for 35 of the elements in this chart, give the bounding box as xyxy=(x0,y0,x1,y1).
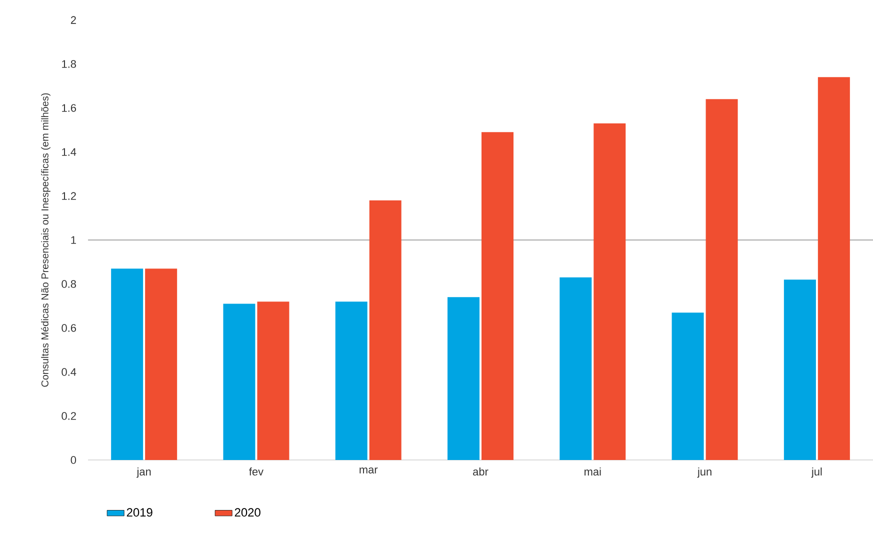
y-tick-label: 2 xyxy=(70,16,76,24)
bar xyxy=(369,200,402,460)
y-tick-label: 0.8 xyxy=(62,280,76,288)
x-tick-label: jun xyxy=(697,468,712,478)
bar xyxy=(818,77,850,460)
bar xyxy=(223,304,256,460)
x-tick-label: mai xyxy=(584,468,601,476)
bar xyxy=(257,302,290,460)
y-tick-label: 1.2 xyxy=(62,192,76,200)
legend-label: 2020 xyxy=(234,508,260,517)
y-tick-label: 0.4 xyxy=(62,368,76,376)
bar xyxy=(335,302,368,460)
x-tick-label: fev xyxy=(249,468,264,476)
bar xyxy=(111,268,144,460)
bar xyxy=(448,297,480,460)
y-axis-title: Consultas Médicas Não Presenciais ou Inespecíficas (em milhões) xyxy=(41,93,50,387)
y-tick-label: 1 xyxy=(71,236,76,244)
x-tick-label: jan xyxy=(136,468,151,478)
bar xyxy=(482,132,514,460)
x-tick-label: mar xyxy=(360,468,378,474)
y-tick-label: 1.6 xyxy=(62,104,76,112)
y-tick-label: 0.6 xyxy=(62,324,76,332)
y-tick-label: 0.2 xyxy=(62,412,76,420)
y-tick-label: 1.4 xyxy=(62,148,76,156)
bar xyxy=(594,123,626,460)
x-tick-label: jul xyxy=(811,468,822,478)
bar xyxy=(560,277,592,460)
legend-label: 2019 xyxy=(126,508,152,517)
x-tick-label: abr xyxy=(473,468,488,476)
y-tick-label: 0 xyxy=(70,456,76,464)
y-tick-label: 1.8 xyxy=(62,60,76,68)
bar xyxy=(706,99,738,460)
bar xyxy=(784,280,816,460)
bar xyxy=(145,268,178,460)
bar xyxy=(672,312,704,460)
